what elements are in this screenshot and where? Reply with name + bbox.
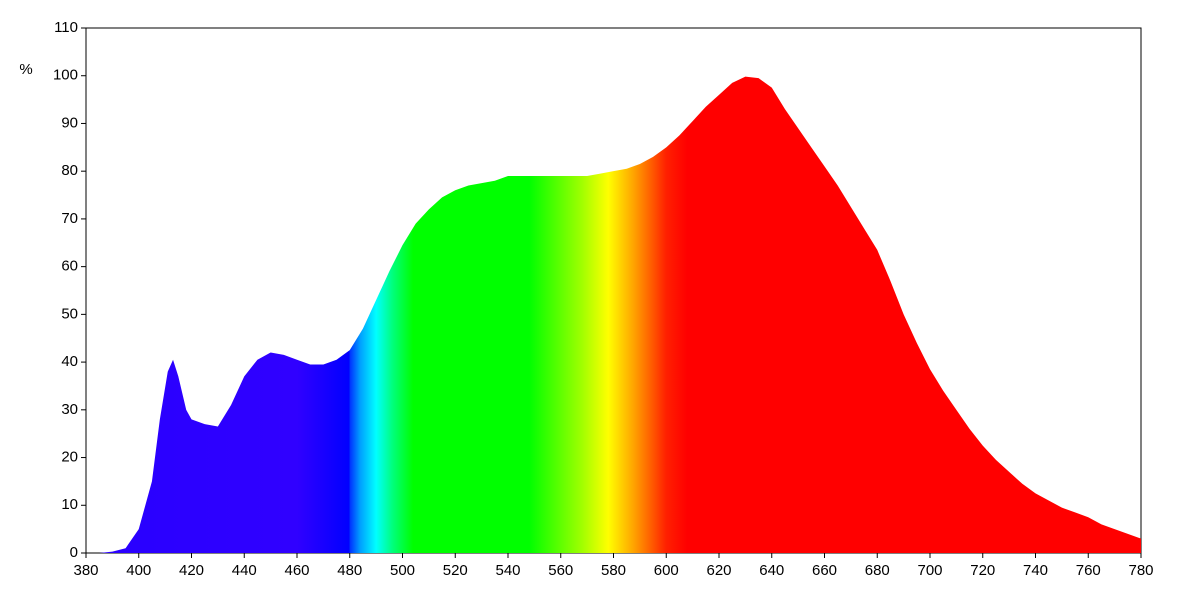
x-tick-label: 480 <box>337 562 362 579</box>
x-tick-label: 520 <box>443 562 468 579</box>
x-tick-label: 400 <box>126 562 151 579</box>
y-tick-label: 80 <box>61 162 78 179</box>
y-tick-label: 70 <box>61 210 78 227</box>
x-tick-label: 660 <box>812 562 837 579</box>
y-tick-label: 60 <box>61 258 78 275</box>
x-tick-label: 560 <box>548 562 573 579</box>
y-tick-label: 30 <box>61 401 78 418</box>
x-tick-label: 460 <box>284 562 309 579</box>
spectrum-area <box>86 76 1141 553</box>
x-tick-label: 540 <box>495 562 520 579</box>
x-tick-label: 440 <box>232 562 257 579</box>
x-tick-label: 700 <box>917 562 942 579</box>
y-tick-label: 40 <box>61 353 78 370</box>
y-tick-label: 100 <box>53 67 78 84</box>
y-tick-label: 10 <box>61 496 78 513</box>
x-tick-label: 500 <box>390 562 415 579</box>
x-tick-label: 380 <box>73 562 98 579</box>
x-tick-label: 600 <box>654 562 679 579</box>
x-tick-label: 580 <box>601 562 626 579</box>
y-tick-label: 110 <box>54 19 78 36</box>
y-tick-label: 20 <box>61 449 78 466</box>
x-tick-label: 780 <box>1128 562 1153 579</box>
x-tick-label: 420 <box>179 562 204 579</box>
x-tick-label: 720 <box>970 562 995 579</box>
y-tick-label: 0 <box>70 544 78 561</box>
x-tick-label: 620 <box>706 562 731 579</box>
x-tick-label: 680 <box>865 562 890 579</box>
x-tick-label: 640 <box>759 562 784 579</box>
x-tick-label: 760 <box>1076 562 1101 579</box>
x-tick-label: 740 <box>1023 562 1048 579</box>
y-tick-label: 50 <box>61 305 78 322</box>
y-tick-label: 90 <box>61 114 78 131</box>
y-axis-label: % <box>19 61 32 78</box>
